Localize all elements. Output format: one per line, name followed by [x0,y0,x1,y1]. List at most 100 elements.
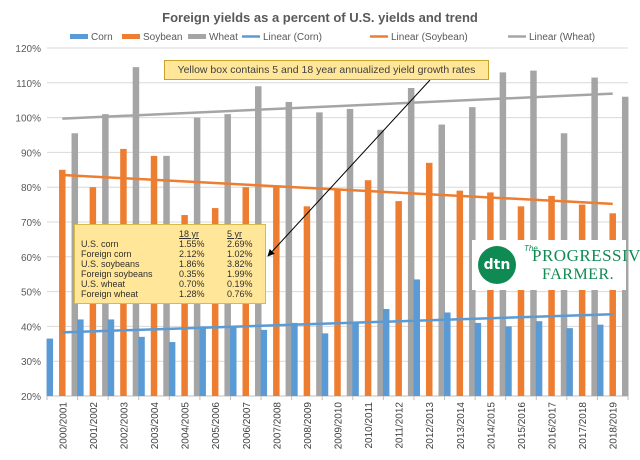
rates-row-label: U.S. corn [81,239,119,249]
bar-wheat [530,70,537,397]
rates-row-5yr: 0.19% [227,279,253,289]
rates-row-5yr: 1.02% [227,249,253,259]
y-tick-label: 40% [21,322,41,333]
trendline [62,173,613,206]
rates-row-label: Foreign corn [81,249,132,259]
bar-soybean [364,180,372,396]
legend-swatch [122,34,140,39]
x-tick-label: 2002/2003 [119,402,130,450]
trendline [62,312,613,334]
x-tick-label: 2008/2009 [303,402,314,450]
bar-wheat [591,77,598,396]
bar-corn [230,326,237,396]
rates-row: U.S. corn 1.55% 2.69% [81,239,261,249]
bar-corn [474,322,482,396]
rates-row: Foreign soybeans 0.35% 1.99% [81,269,261,279]
bar-corn [77,319,84,396]
x-tick-label: 2005/2006 [211,402,222,450]
bar-corn [444,312,451,396]
bar-wheat [499,72,507,397]
rates-row-label: Foreign wheat [81,289,139,299]
rates-row-18yr: 1.86% [179,259,205,269]
x-tick-label: 2014/2015 [486,402,497,450]
bar-wheat [438,124,445,396]
x-tick-label: 2011/2012 [395,402,406,449]
y-tick-label: 20% [21,392,41,403]
bar-corn [413,279,420,396]
y-tick-label: 30% [21,357,41,368]
bar-corn [596,324,604,396]
rates-row-18yr: 0.70% [179,279,205,289]
rates-row-5yr: 1.99% [227,269,253,279]
bar-corn [168,342,176,396]
y-tick-label: 60% [21,253,41,264]
rates-row: U.S. soybeans 1.86% 3.82% [81,259,261,269]
logo-line1: PROGRESSIVE [532,246,640,265]
annotation-box: Yellow box contains 5 and 18 year annual… [164,60,489,80]
y-tick-label: 70% [21,218,41,229]
rates-row-18yr: 1.55% [179,239,205,249]
bar-soybean [487,192,494,396]
bar-wheat [346,108,354,397]
y-tick-label: 80% [21,183,41,194]
rates-row-18yr: 2.12% [179,249,205,259]
rates-row-18yr: 1.28% [179,289,205,299]
bar-corn [260,329,268,396]
bar-soybean [425,162,433,396]
legend-label: Corn [91,32,113,43]
x-tick-label: 2006/2007 [242,402,253,450]
x-tick-label: 2018/2019 [609,402,620,450]
x-tick-label: 2015/2016 [517,402,528,450]
x-tick-label: 2010/2011 [364,402,375,449]
x-tick-label: 2016/2017 [548,402,559,450]
bar-wheat [316,112,323,396]
rates-row: U.S. wheat 0.70% 0.19% [81,279,261,289]
rates-header-5yr: 5 yr [227,229,243,239]
legend-label: Linear (Corn) [263,32,322,43]
y-tick-label: 120% [15,44,41,55]
legend-label: Wheat [209,32,238,43]
bar-soybean [456,190,464,396]
bar-wheat [407,88,415,397]
x-tick-label: 2013/2014 [456,402,467,450]
bar-soybean [334,188,341,396]
bar-corn [566,328,573,396]
legend-label: Soybean [143,32,182,43]
bar-soybean [517,206,525,396]
growth-rates-box: 18 yr 5 yr U.S. corn 1.55% 2.69% Foreign… [74,224,266,304]
bar-wheat [285,101,293,396]
rates-row: Foreign corn 2.12% 1.02% [81,249,261,259]
bar-corn [199,326,206,396]
rates-row-5yr: 2.69% [227,239,253,249]
bar-soybean [395,201,402,396]
bar-wheat [377,129,384,396]
x-tick-label: 2007/2008 [272,402,283,450]
legend-swatch [70,34,88,39]
y-tick-label: 50% [21,288,41,299]
bar-soybean [578,204,586,396]
y-tick-label: 110% [16,79,41,90]
trendline [62,92,613,120]
logo-line2: FARMER. [542,266,615,283]
logo-prefix: The [524,244,538,253]
rates-row-18yr: 0.35% [179,269,205,279]
legend-label: Linear (Soybean) [391,32,468,43]
bar-soybean [59,169,66,396]
rates-row: Foreign wheat 1.28% 0.76% [81,289,261,299]
bar-corn [352,322,359,396]
rates-row-label: U.S. soybeans [81,259,140,269]
rates-header-row: 18 yr 5 yr [81,229,261,239]
x-tick-label: 2004/2005 [181,402,192,450]
x-tick-label: 2009/2010 [334,402,345,450]
x-tick-label: 2017/2018 [578,402,589,450]
legend-swatch [188,34,206,39]
rates-row-5yr: 3.82% [227,259,253,269]
bar-corn [321,333,329,396]
bar-corn [138,336,145,396]
bar-corn [107,319,115,396]
bar-corn [382,309,390,396]
legend-label: Linear (Wheat) [529,32,595,43]
chart-title: Foreign yields as a percent of U.S. yiel… [162,10,478,25]
rates-row-5yr: 0.76% [227,289,253,299]
